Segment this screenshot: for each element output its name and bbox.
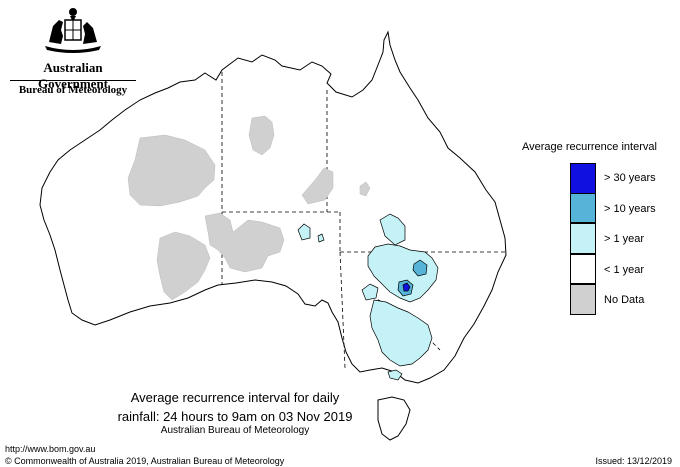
legend-title: Average recurrence interval xyxy=(522,141,657,153)
legend-label: > 1 year xyxy=(604,233,645,245)
issued-date: Issued: 13/12/2019 xyxy=(595,456,672,466)
no-data-regions xyxy=(127,115,371,301)
copyright-notice: © Commonwealth of Australia 2019, Austra… xyxy=(5,456,285,466)
legend-label: < 1 year xyxy=(604,263,645,276)
legend-label: > 30 years xyxy=(604,172,656,184)
tasmania-outline xyxy=(377,396,411,441)
legend-label: No Data xyxy=(604,294,645,306)
legend-label: > 10 years xyxy=(604,202,656,215)
map-title: Average recurrence interval for daily ra… xyxy=(0,388,470,426)
logo-divider xyxy=(10,80,136,81)
government-title: Australian Government xyxy=(37,60,109,91)
legend-swatch xyxy=(570,284,596,315)
bureau-title: Bureau of Meteorology xyxy=(18,84,128,96)
mainland-outline xyxy=(39,30,507,384)
legend-swatch xyxy=(570,223,596,254)
coat-of-arms-icon xyxy=(45,8,101,53)
legend-swatch xyxy=(570,253,596,284)
legend-swatch xyxy=(570,163,596,194)
map-credit: Australian Bureau of Meteorology xyxy=(160,425,310,436)
map-title-line2: rainfall: 24 hours to 9am on 03 Nov 2019 xyxy=(117,409,353,424)
rainfall-gt1-year xyxy=(297,213,439,381)
government-logo: Australian Government Bureau of Meteorol… xyxy=(8,6,138,106)
legend-swatch xyxy=(570,192,596,223)
rainfall-gt30-years xyxy=(402,282,411,292)
map-title-line1: Average recurrence interval for daily xyxy=(130,390,340,405)
website-url: http://www.bom.gov.au xyxy=(5,444,96,454)
